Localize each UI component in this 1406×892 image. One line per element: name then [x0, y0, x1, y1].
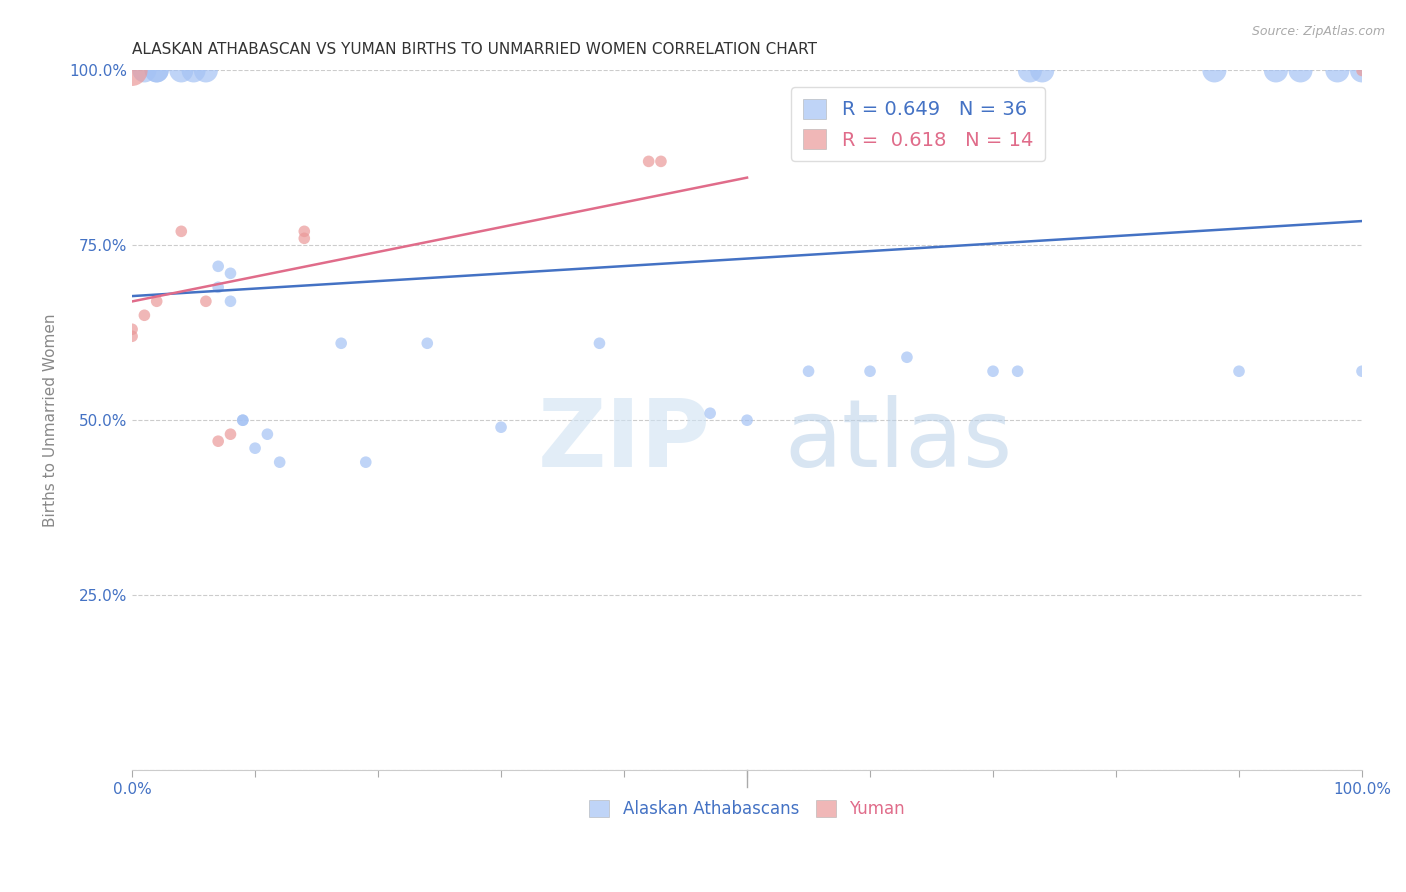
- Point: [1007, 364, 1029, 378]
- Point: [207, 434, 229, 449]
- Text: ALASKAN ATHABASCAN VS YUMAN BIRTHS TO UNMARRIED WOMEN CORRELATION CHART: ALASKAN ATHABASCAN VS YUMAN BIRTHS TO UN…: [132, 42, 817, 57]
- Point: [219, 427, 242, 442]
- Point: [896, 351, 918, 365]
- Text: ZIP: ZIP: [537, 395, 710, 487]
- Legend: Alaskan Athabascans, Yuman: Alaskan Athabascans, Yuman: [582, 793, 911, 824]
- Point: [170, 224, 193, 238]
- Point: [981, 364, 1004, 378]
- Point: [292, 224, 315, 238]
- Point: [292, 231, 315, 245]
- Point: [183, 63, 205, 78]
- Point: [219, 294, 242, 309]
- Point: [1227, 364, 1250, 378]
- Point: [1326, 63, 1348, 78]
- Point: [489, 420, 512, 434]
- Text: atlas: atlas: [785, 395, 1012, 487]
- Point: [637, 154, 659, 169]
- Point: [145, 294, 167, 309]
- Text: Source: ZipAtlas.com: Source: ZipAtlas.com: [1251, 25, 1385, 38]
- Point: [1351, 364, 1374, 378]
- Point: [145, 63, 167, 78]
- Point: [588, 336, 610, 351]
- Point: [859, 364, 882, 378]
- Point: [354, 455, 377, 469]
- Point: [121, 322, 143, 336]
- Point: [121, 329, 143, 343]
- Point: [1019, 63, 1042, 78]
- Point: [207, 260, 229, 274]
- Point: [194, 63, 217, 78]
- Point: [121, 63, 143, 78]
- Point: [145, 63, 167, 78]
- Point: [219, 266, 242, 280]
- Point: [207, 280, 229, 294]
- Point: [1351, 63, 1374, 78]
- Point: [256, 427, 278, 442]
- Point: [416, 336, 439, 351]
- Point: [1351, 63, 1374, 78]
- Y-axis label: Births to Unmarried Women: Births to Unmarried Women: [44, 313, 58, 527]
- Point: [243, 441, 266, 455]
- Point: [650, 154, 672, 169]
- Point: [134, 308, 156, 322]
- Point: [797, 364, 820, 378]
- Point: [1204, 63, 1226, 78]
- Point: [134, 63, 156, 78]
- Point: [232, 413, 254, 427]
- Point: [232, 413, 254, 427]
- Point: [1031, 63, 1053, 78]
- Point: [330, 336, 353, 351]
- Point: [699, 406, 721, 420]
- Point: [269, 455, 291, 469]
- Point: [735, 413, 758, 427]
- Point: [1264, 63, 1286, 78]
- Point: [1289, 63, 1312, 78]
- Point: [170, 63, 193, 78]
- Point: [194, 294, 217, 309]
